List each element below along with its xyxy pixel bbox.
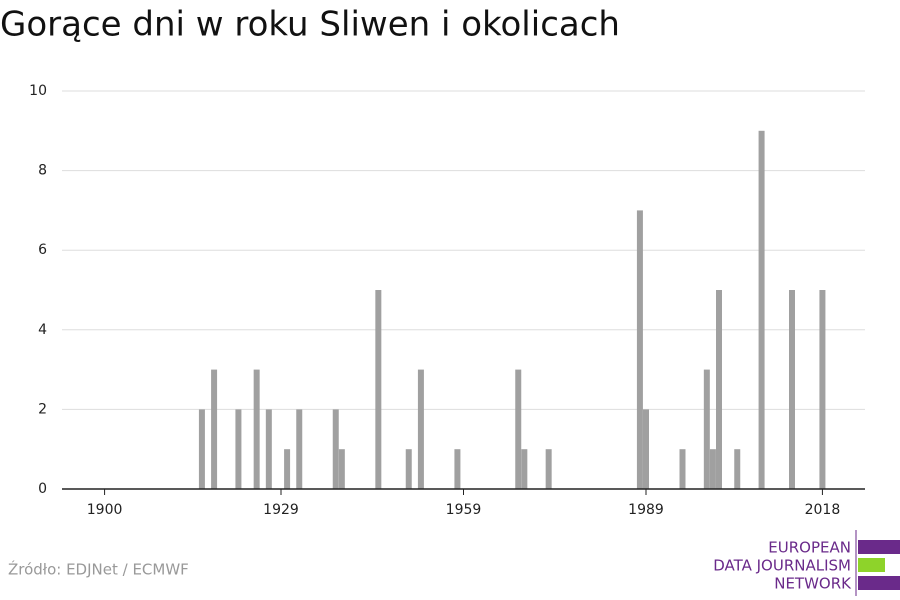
bar [819, 290, 826, 489]
bar [734, 449, 741, 489]
bar [515, 369, 522, 489]
logo-bar [858, 576, 900, 590]
x-tick-label: 1929 [263, 502, 299, 518]
chart-title: Gorące dni w roku Sliwen i okolicach [0, 5, 620, 45]
logo-text: DATA JOURNALISM [713, 557, 851, 575]
bar [405, 449, 412, 489]
bar [636, 210, 643, 489]
bar [198, 409, 205, 489]
bar [235, 409, 242, 489]
logo-text: EUROPEAN [768, 539, 851, 557]
bar [417, 369, 424, 489]
bar [332, 409, 339, 489]
logo-text: NETWORK [774, 575, 852, 593]
bar [716, 290, 722, 489]
bar [284, 449, 291, 489]
bar [338, 449, 345, 489]
x-tick-label: 1989 [628, 502, 664, 518]
bar [789, 290, 795, 489]
bar [521, 449, 528, 489]
bar [703, 369, 710, 489]
y-tick-label: 2 [38, 401, 47, 417]
y-tick-label: 8 [38, 163, 47, 179]
x-tick-label: 1900 [87, 502, 123, 518]
y-tick-label: 4 [38, 322, 47, 338]
y-tick-label: 0 [38, 481, 47, 497]
bar [758, 130, 765, 490]
bar [211, 369, 218, 489]
bar [643, 409, 649, 489]
bar [454, 449, 461, 489]
source: Źródło: EDJNet / ECMWF [8, 560, 189, 579]
y-tick-label: 6 [38, 242, 47, 258]
bar [545, 449, 552, 489]
bar [296, 409, 303, 489]
bar [265, 409, 272, 489]
bar [375, 290, 382, 489]
logo-bar [858, 540, 900, 554]
x-tick-label: 1959 [446, 502, 482, 518]
bar [709, 449, 716, 489]
bar [253, 369, 260, 489]
logo-bar [858, 558, 885, 572]
x-tick-label: 2018 [805, 502, 841, 518]
y-tick-label: 10 [29, 83, 47, 99]
bar [679, 449, 686, 489]
